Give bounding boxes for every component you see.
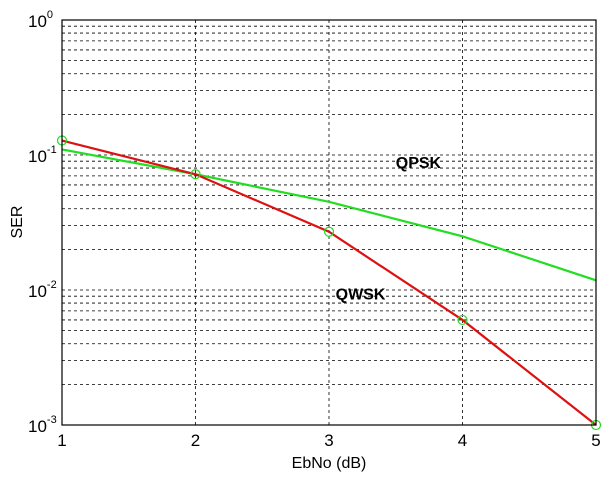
y-tick-label: 100: [28, 9, 53, 31]
y-axis-label: SER: [9, 206, 26, 239]
y-tick-label: 10-1: [28, 144, 57, 166]
data-point-qwsk: [190, 169, 201, 180]
data-point-qwsk: [323, 226, 335, 237]
y-tick-label: 10-3: [28, 414, 57, 436]
data-point-qwsk: [457, 314, 468, 326]
annotation-qwsk: QWSK: [336, 287, 386, 304]
x-tick-label: 2: [191, 431, 200, 450]
plot-border: [61, 19, 597, 426]
tick-labels: 1 2 3 4 5 100 10-1 10-2 10-3: [28, 9, 601, 450]
x-axis-label: EbNo (dB): [292, 455, 367, 472]
series-line-qpsk: [61, 148, 597, 282]
grid-lines: [62, 20, 596, 425]
x-tick-label: 5: [591, 431, 600, 450]
series-layer: [56, 135, 601, 431]
x-tick-label: 1: [57, 431, 66, 450]
y-tick-label: 10-2: [28, 279, 57, 301]
x-tick-label: 3: [324, 431, 333, 450]
x-tick-label: 4: [458, 431, 467, 450]
series-line-qwsk: [61, 139, 597, 426]
annotation-qpsk: QPSK: [396, 155, 442, 172]
annotations: QPSK QWSK: [336, 155, 442, 303]
